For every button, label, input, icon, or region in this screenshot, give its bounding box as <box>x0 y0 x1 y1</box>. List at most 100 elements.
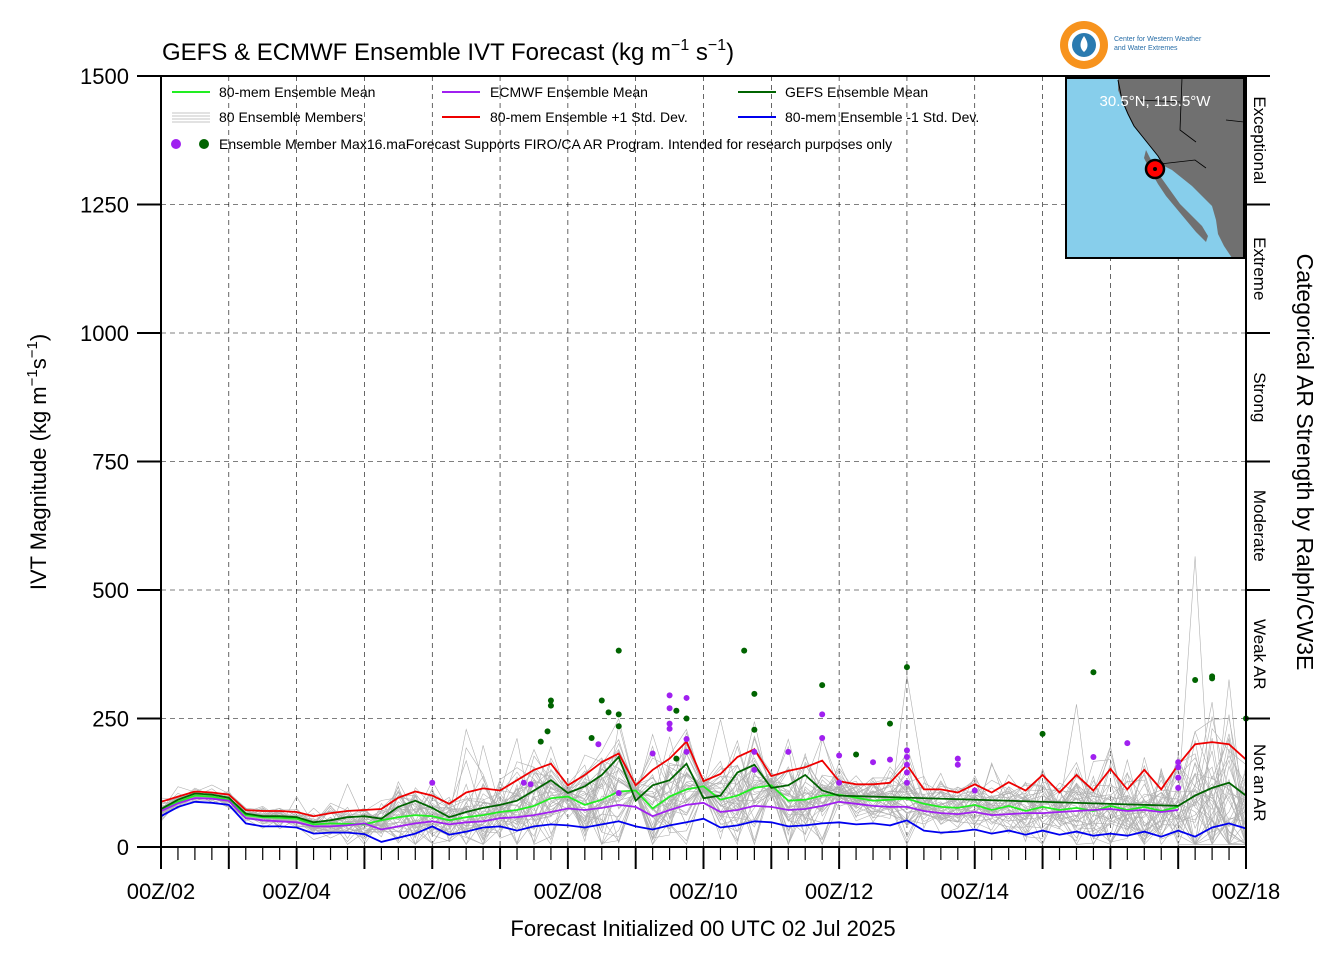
member-max-point <box>615 790 622 797</box>
y-axis-ticks: 0 250 500 750 1000 1250 1500 <box>80 64 161 860</box>
y-axis-label: IVT Magnitude (kg m−1s−1) <box>24 334 51 590</box>
chart-title-sup1: −1 <box>671 37 689 54</box>
ensemble-member-line <box>160 717 1247 846</box>
member-max-point <box>1039 730 1046 737</box>
legend-label-member-max-text: Ensemble Member Max <box>219 136 367 152</box>
member-max-point <box>903 779 910 786</box>
member-max-point <box>971 787 978 794</box>
legend-dot-ecmwf <box>171 139 181 149</box>
chart-title-end: ) <box>726 39 734 66</box>
legend-dot-gefs <box>199 139 209 149</box>
y-tick-label: 0 <box>117 835 129 860</box>
member-max-point <box>537 738 544 745</box>
category-label: Moderate <box>1250 490 1269 562</box>
series-line <box>160 784 1179 826</box>
category-label: Not an AR <box>1250 744 1269 822</box>
member-max-point <box>547 702 554 709</box>
member-max-point <box>683 694 690 701</box>
x-axis-label: Forecast Initialized 00 UTC 02 Jul 2025 <box>510 916 895 941</box>
member-max-point <box>666 720 673 727</box>
legend-label-ecmwf: ECMWF Ensemble Mean <box>490 84 648 100</box>
category-label: Strong <box>1250 372 1269 422</box>
series-lines <box>160 740 1247 843</box>
member-max-point <box>751 690 758 697</box>
member-max-point <box>666 705 673 712</box>
member-max-point <box>903 769 910 776</box>
x-tick-label: 00Z/06 <box>398 879 467 904</box>
member-max-point <box>615 723 622 730</box>
member-max-point <box>1175 774 1182 781</box>
member-max-point <box>666 692 673 699</box>
x-tick-label: 00Z/02 <box>127 879 196 904</box>
member-max-point <box>903 754 910 761</box>
member-max-point <box>598 697 605 704</box>
member-max-point <box>1124 740 1131 747</box>
member-max-point <box>819 711 826 718</box>
y-tick-label: 1000 <box>80 321 129 346</box>
y-axis-label-main: IVT Magnitude (kg m <box>26 386 51 590</box>
location-label: 30.5°N, 115.5°W <box>1100 93 1212 110</box>
chart-title-mid: s <box>689 39 708 66</box>
series-line <box>160 797 1179 831</box>
logo-drop <box>1080 36 1088 52</box>
member-max-point <box>886 756 893 763</box>
x-tick-label: 00Z/08 <box>534 879 603 904</box>
member-max-point <box>741 647 748 654</box>
member-max-point <box>1192 676 1199 683</box>
legend-swatch-members <box>172 112 210 123</box>
cw3e-logo: Center for Western Weather and Water Ext… <box>1060 21 1202 69</box>
inset-map: 30.5°N, 115.5°W <box>1065 77 1245 259</box>
series-line <box>160 800 1247 843</box>
member-max-point <box>666 725 673 732</box>
member-max-point <box>683 736 690 743</box>
member-max-point <box>615 711 622 718</box>
x-tick-label: 00Z/14 <box>941 879 1010 904</box>
grid-lines <box>161 76 1246 847</box>
member-max-point <box>886 720 893 727</box>
category-label: Extreme <box>1250 237 1269 300</box>
y-tick-label: 750 <box>92 450 129 475</box>
member-max-point <box>751 748 758 755</box>
y-tick-label: 1500 <box>80 64 129 89</box>
ensemble-member-line <box>160 719 1247 845</box>
inset-map-coast <box>1117 79 1165 167</box>
member-max-point <box>683 748 690 755</box>
member-max-point <box>547 697 554 704</box>
legend-label-mean: 80-mem Ensemble Mean <box>219 84 375 100</box>
member-max-point <box>683 715 690 722</box>
member-max-point <box>903 747 910 754</box>
x-tick-label: 00Z/04 <box>262 879 331 904</box>
series-line <box>160 740 1247 818</box>
member-max-point <box>1175 764 1182 771</box>
member-max-point <box>649 750 656 757</box>
member-max-point <box>588 735 595 742</box>
member-max-point <box>819 735 826 742</box>
member-max-point <box>1175 759 1182 766</box>
x-tick-label: 00Z/18 <box>1212 879 1281 904</box>
legend-label-minus-std: 80-mem Ensemble -1 Std. Dev. <box>785 109 979 125</box>
member-max-point <box>429 779 436 786</box>
member-max-point <box>954 755 961 762</box>
member-max-point <box>1090 669 1097 676</box>
chart-title-sup2: −1 <box>708 37 726 54</box>
legend-label-plus-std: 80-mem Ensemble +1 Std. Dev. <box>490 109 688 125</box>
member-max-point <box>1090 754 1097 761</box>
member-max-point <box>615 647 622 654</box>
member-max-point <box>870 759 877 766</box>
member-max-point <box>595 741 602 748</box>
x-tick-label: 00Z/10 <box>669 879 738 904</box>
y-axis-label-mid: s <box>26 358 51 369</box>
y-axis-label-end: ) <box>26 334 51 341</box>
member-max-point <box>751 726 758 733</box>
member-max-point <box>544 728 551 735</box>
member-max-point <box>853 751 860 758</box>
inset-map-land-north <box>1118 78 1244 258</box>
member-max-point <box>673 755 680 762</box>
category-label: Exceptional <box>1250 96 1269 184</box>
member-max-point <box>785 748 792 755</box>
legend-label-member-max: Ensemble Member Max16.maForecast Support… <box>219 136 892 152</box>
inset-map-frame <box>1065 77 1245 259</box>
legend: 80-mem Ensemble Mean ECMWF Ensemble Mean… <box>171 84 979 152</box>
member-max-point <box>819 682 826 689</box>
